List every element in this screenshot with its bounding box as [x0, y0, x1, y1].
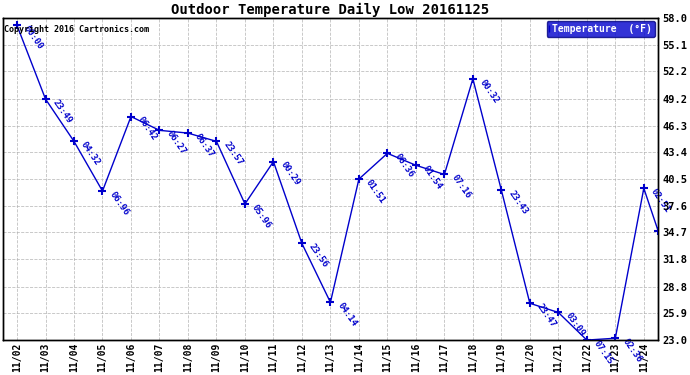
Text: 00:00: 00:00 [22, 24, 45, 51]
Text: 23:58: 23:58 [0, 374, 1, 375]
Text: 23:57: 23:57 [221, 140, 244, 167]
Text: 23:56: 23:56 [307, 242, 330, 269]
Legend: Temperature  (°F): Temperature (°F) [546, 21, 655, 37]
Text: 02:51: 02:51 [649, 187, 672, 214]
Text: 06:36: 06:36 [393, 152, 415, 179]
Text: Copyright 2016 Cartronics.com: Copyright 2016 Cartronics.com [4, 24, 149, 33]
Text: 06:42: 06:42 [137, 115, 159, 142]
Text: 07:16: 07:16 [450, 173, 473, 200]
Text: 05:96: 05:96 [250, 202, 273, 230]
Text: 04:14: 04:14 [336, 301, 359, 328]
Text: 23:43: 23:43 [506, 189, 529, 216]
Text: 04:32: 04:32 [79, 140, 102, 167]
Text: 23:47: 23:47 [535, 302, 558, 329]
Text: 06:96: 06:96 [108, 190, 130, 217]
Text: 02:36: 02:36 [620, 337, 643, 364]
Text: 06:37: 06:37 [193, 132, 216, 159]
Text: 01:54: 01:54 [421, 164, 444, 191]
Text: 03:09: 03:09 [564, 311, 586, 338]
Text: 06:27: 06:27 [165, 129, 188, 156]
Text: 00:32: 00:32 [478, 78, 501, 105]
Text: 23:49: 23:49 [51, 98, 74, 125]
Title: Outdoor Temperature Daily Low 20161125: Outdoor Temperature Daily Low 20161125 [171, 3, 489, 17]
Text: 07:15: 07:15 [592, 339, 615, 366]
Text: 00:29: 00:29 [279, 160, 302, 188]
Text: 01:51: 01:51 [364, 178, 387, 205]
